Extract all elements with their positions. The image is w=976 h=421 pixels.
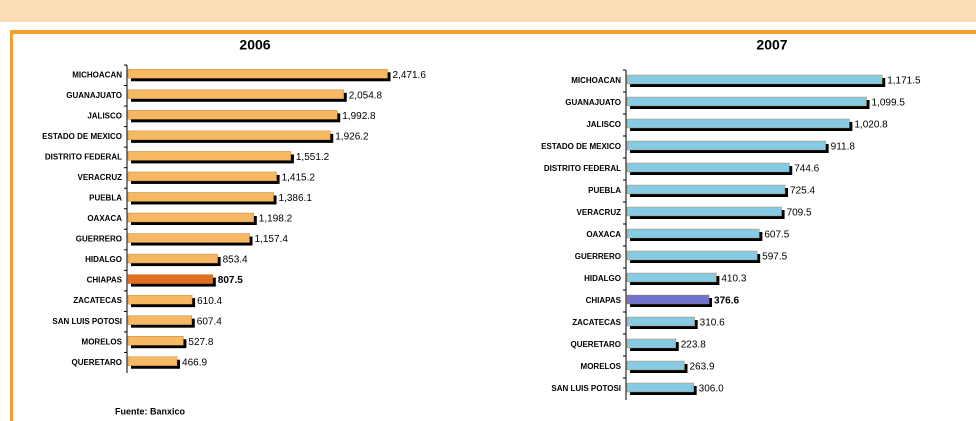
value-label: 2,054.8 — [349, 90, 383, 101]
bar — [626, 338, 676, 349]
category-label: HIDALGO — [584, 274, 621, 283]
category-label: VERACRUZ — [577, 208, 622, 217]
category-label: VERACRUZ — [78, 173, 123, 182]
category-label: ESTADO DE MEXICO — [541, 142, 621, 151]
category-label: MICHOACAN — [571, 76, 621, 85]
category-label: PUEBLA — [588, 186, 621, 195]
value-label: 607.4 — [197, 316, 222, 327]
bar — [127, 274, 213, 284]
value-label: 310.6 — [700, 318, 725, 329]
chart-title: 2007 — [756, 37, 787, 53]
bar — [626, 272, 717, 283]
value-label: 853.4 — [223, 255, 248, 266]
category-label: JALISCO — [87, 111, 122, 120]
category-label: JALISCO — [586, 120, 621, 129]
bar — [127, 253, 218, 264]
bar — [127, 315, 192, 325]
value-label: 610.4 — [197, 296, 222, 307]
bar — [626, 294, 710, 305]
bar — [626, 162, 790, 173]
value-label: 1,926.2 — [335, 132, 369, 143]
value-label: 466.9 — [182, 357, 207, 368]
value-label: 2,471.6 — [393, 70, 427, 81]
category-label: HIDALGO — [85, 255, 122, 264]
bar — [127, 89, 344, 100]
category-label: QUERETARO — [570, 340, 621, 349]
value-label: 1,551.2 — [296, 152, 330, 163]
category-label: MORELOS — [581, 362, 622, 371]
bar — [127, 130, 331, 141]
bar — [626, 184, 786, 195]
bar — [626, 118, 850, 129]
category-label: OAXACA — [586, 230, 621, 239]
bar — [626, 140, 826, 151]
category-label: ESTADO DE MEXICO — [42, 132, 122, 141]
bar — [127, 171, 277, 182]
bar — [127, 110, 338, 120]
category-label: PUEBLA — [89, 194, 122, 203]
bar — [127, 151, 292, 161]
value-label: 306.0 — [699, 384, 724, 395]
source-note: Fuente: Banxico — [115, 406, 186, 416]
chart-title: 2006 — [239, 37, 270, 53]
bar — [626, 250, 758, 261]
bar — [626, 206, 782, 217]
frame-top — [10, 30, 976, 34]
value-label: 1,415.2 — [282, 173, 316, 184]
category-label: ZACATECAS — [572, 318, 621, 327]
category-label: SAN LUIS POTOSI — [52, 317, 122, 326]
bar — [127, 336, 184, 346]
bar — [626, 74, 883, 85]
category-label: CHIAPAS — [586, 296, 622, 305]
value-label: 911.8 — [831, 142, 856, 153]
value-label: 410.3 — [721, 274, 746, 285]
category-label: MORELOS — [82, 337, 123, 346]
value-label: 597.5 — [762, 252, 787, 263]
frame-left — [10, 30, 13, 421]
value-label: 725.4 — [790, 186, 815, 197]
bar — [127, 192, 274, 202]
value-label: 607.5 — [764, 230, 789, 241]
category-label: GUANAJUATO — [565, 98, 621, 107]
value-label: 527.8 — [188, 337, 213, 348]
value-label: 1,198.2 — [259, 214, 293, 225]
value-label: 223.8 — [681, 340, 706, 351]
bar — [626, 382, 694, 393]
banner — [0, 0, 976, 22]
category-label: GUERRERO — [575, 252, 621, 261]
bar — [127, 356, 178, 366]
category-label: DISTRITO FEDERAL — [544, 164, 621, 173]
bar — [127, 69, 388, 79]
bar — [127, 212, 255, 223]
value-label: 376.6 — [714, 296, 739, 307]
value-label: 263.9 — [689, 362, 714, 373]
category-label: GUERRERO — [76, 235, 122, 244]
value-label: 1,020.8 — [854, 120, 888, 131]
bar — [626, 96, 867, 107]
value-label: 807.5 — [218, 275, 243, 286]
category-label: OAXACA — [87, 214, 122, 223]
category-label: DISTRITO FEDERAL — [45, 153, 122, 162]
category-label: SAN LUIS POTOSI — [551, 384, 621, 393]
bar — [626, 316, 695, 327]
category-label: GUANAJUATO — [66, 91, 122, 100]
value-label: 1,992.8 — [342, 111, 376, 122]
category-label: QUERETARO — [71, 358, 122, 367]
value-label: 1,157.4 — [255, 234, 289, 245]
value-label: 709.5 — [787, 208, 812, 219]
value-label: 744.6 — [794, 164, 819, 175]
category-label: CHIAPAS — [87, 276, 123, 285]
bar — [127, 233, 250, 243]
category-label: MICHOACAN — [72, 70, 122, 79]
bar — [626, 228, 760, 239]
value-label: 1,171.5 — [887, 76, 921, 87]
value-label: 1,099.5 — [872, 98, 906, 109]
bar — [626, 360, 685, 371]
category-label: ZACATECAS — [73, 296, 122, 305]
bar — [127, 294, 193, 305]
value-label: 1,386.1 — [279, 193, 313, 204]
